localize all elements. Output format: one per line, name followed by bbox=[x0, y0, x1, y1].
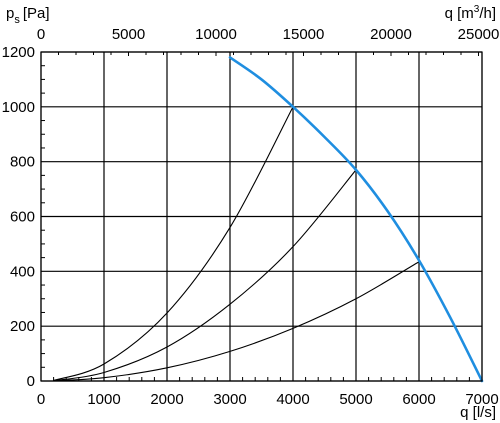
y-tick-label: 800 bbox=[10, 154, 35, 171]
x2-tick-label: 10000 bbox=[195, 26, 237, 43]
x2-tick-label: 5000 bbox=[112, 26, 145, 43]
x-tick-label: 7000 bbox=[465, 391, 498, 408]
grid bbox=[40, 51, 483, 382]
system-curve-line bbox=[53, 261, 420, 382]
y-axis-label: ps [Pa] bbox=[6, 5, 50, 26]
system-curve-line bbox=[53, 106, 294, 381]
system-curve-line bbox=[53, 169, 357, 382]
top-axis-label: q [m3/h] bbox=[445, 4, 496, 22]
y-tick-label: 200 bbox=[10, 318, 35, 335]
x-axis-label: q [l/s] bbox=[460, 404, 496, 421]
y-tick-label: 1200 bbox=[2, 44, 35, 61]
fan-curve-line bbox=[228, 56, 484, 383]
tick-labels: 0 1000 2000 3000 4000 5000 6000 7000 0 200 400 600 8… bbox=[2, 26, 500, 408]
x-tick-label: 5000 bbox=[339, 391, 372, 408]
x-tick-label: 2000 bbox=[150, 391, 183, 408]
y-tick-label: 600 bbox=[10, 209, 35, 226]
ticks bbox=[40, 52, 479, 381]
x-tick-label: 1000 bbox=[87, 391, 120, 408]
y-tick-label: 1000 bbox=[2, 99, 35, 116]
x2-tick-label: 15000 bbox=[283, 26, 325, 43]
y-tick-label: 400 bbox=[10, 263, 35, 280]
y-tick-label: 0 bbox=[27, 373, 35, 390]
x-tick-label: 3000 bbox=[213, 391, 246, 408]
plot-frame bbox=[40, 51, 483, 382]
series-group bbox=[53, 56, 484, 383]
x-tick-label: 6000 bbox=[402, 391, 435, 408]
x-tick-label: 4000 bbox=[276, 391, 309, 408]
x2-tick-label: 25000 bbox=[458, 26, 500, 43]
x2-tick-label: 20000 bbox=[370, 26, 412, 43]
x2-tick-label: 0 bbox=[37, 26, 45, 43]
x-tick-label: 0 bbox=[37, 391, 45, 408]
